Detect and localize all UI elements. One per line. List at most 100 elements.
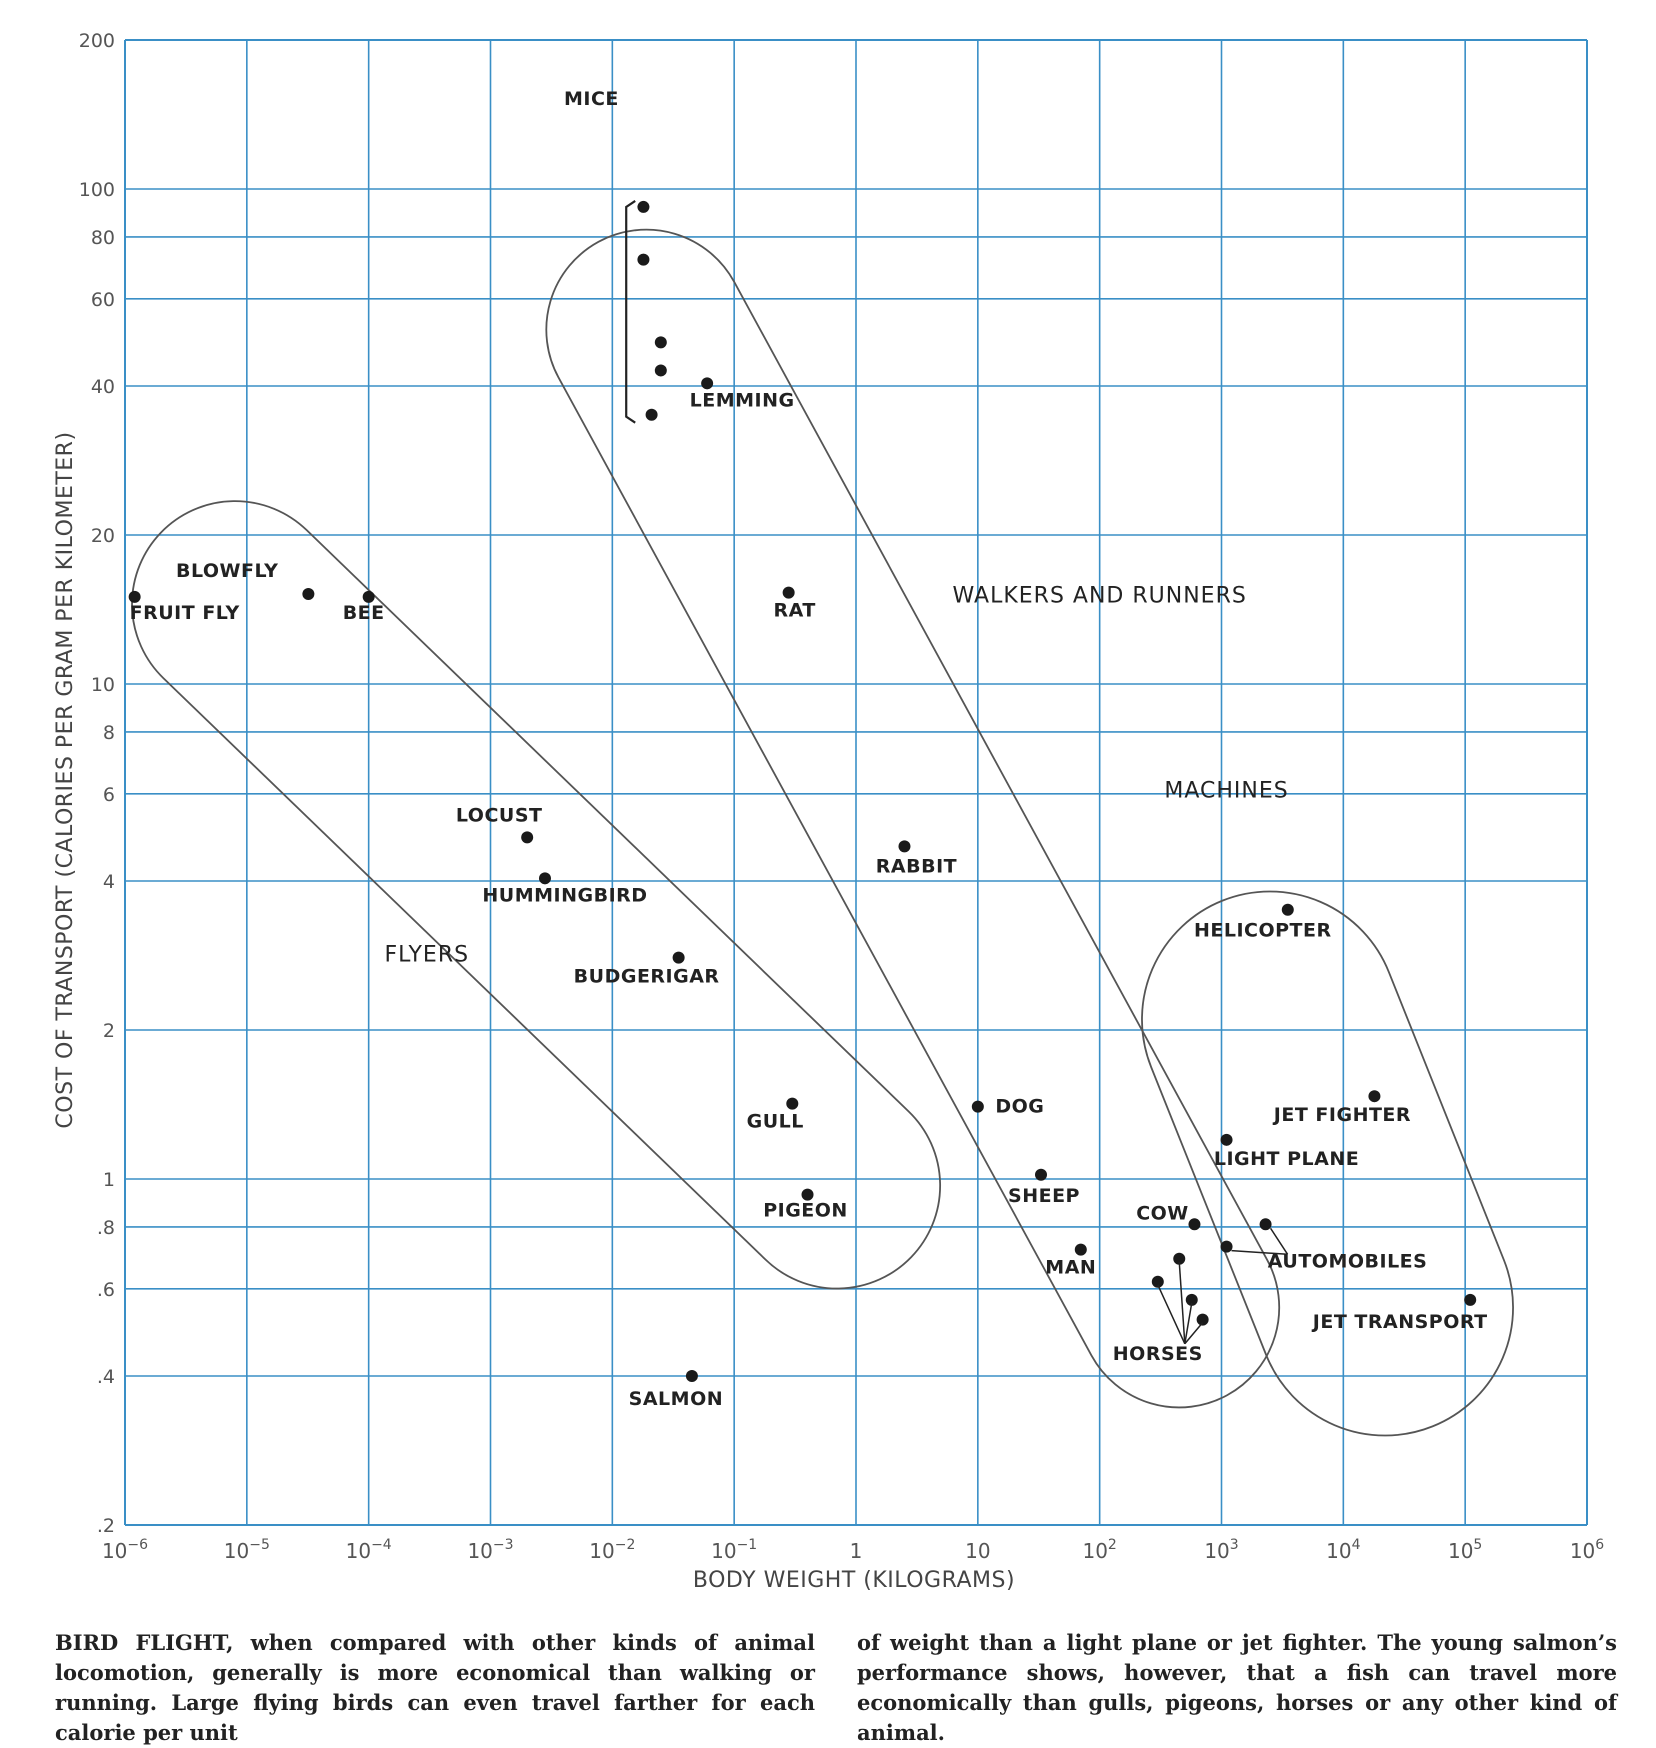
data-point xyxy=(637,200,650,213)
y-tick-label: 200 xyxy=(79,30,115,52)
data-point xyxy=(645,408,658,421)
point-label: FRUIT FLY xyxy=(130,602,240,624)
point-label: LEMMING xyxy=(690,389,795,411)
data-point xyxy=(362,590,375,603)
horses-leader xyxy=(1157,1284,1186,1345)
group-label: WALKERS AND RUNNERS xyxy=(953,584,1247,609)
y-tick-label: .2 xyxy=(97,1515,115,1537)
data-point xyxy=(1188,1218,1201,1231)
point-label: BUDGERIGAR xyxy=(574,966,720,988)
y-tick-label: 40 xyxy=(91,376,115,398)
group-label: FLYERS xyxy=(384,943,469,968)
x-tick-label: 102 xyxy=(1082,1537,1116,1563)
x-tick-label: 10−1 xyxy=(711,1537,757,1563)
point-label: HUMMINGBIRD xyxy=(482,884,647,906)
machines-outline xyxy=(1141,890,1514,1437)
data-point xyxy=(1035,1168,1048,1181)
data-point xyxy=(654,336,667,349)
data-point xyxy=(898,840,911,853)
data-point xyxy=(1259,1218,1272,1231)
x-tick-label: 10 xyxy=(965,1539,990,1563)
data-point xyxy=(782,586,795,599)
y-tick-label: 6 xyxy=(103,784,115,806)
data-point xyxy=(801,1188,814,1201)
data-point xyxy=(1281,903,1294,916)
x-tick-label: 103 xyxy=(1204,1537,1238,1563)
mice-bracket xyxy=(625,200,636,424)
x-tick-label: 1 xyxy=(850,1539,863,1563)
caption-right: of weight than a light plane or jet figh… xyxy=(857,1630,1617,1745)
point-label: LOCUST xyxy=(456,804,543,826)
y-tick-label: 60 xyxy=(91,289,115,311)
point-label: AUTOMOBILES xyxy=(1268,1250,1428,1272)
x-tick-label: 10−6 xyxy=(102,1537,148,1563)
y-tick-label: 2 xyxy=(103,1020,115,1042)
walkers-outline xyxy=(545,228,1281,1409)
data-point xyxy=(654,364,667,377)
data-point xyxy=(1196,1313,1209,1326)
data-point xyxy=(1173,1252,1186,1265)
data-point xyxy=(1464,1293,1477,1306)
point-label: COW xyxy=(1136,1202,1189,1224)
automobiles-leader xyxy=(1269,1227,1289,1255)
point-label: RABBIT xyxy=(876,855,957,877)
data-point xyxy=(1220,1133,1233,1146)
point-label: RAT xyxy=(773,600,815,622)
automobiles-leader xyxy=(1231,1249,1288,1256)
point-label: LIGHT PLANE xyxy=(1214,1148,1359,1170)
y-tick-label: .6 xyxy=(97,1279,115,1301)
point-label: GULL xyxy=(747,1111,804,1133)
point-labels: FRUIT FLY BLOWFLY BEE LOCUST HUMMINGBIRD BUDG… xyxy=(130,88,1488,1410)
x-tick-label: 104 xyxy=(1326,1537,1360,1563)
y-tick-label: .8 xyxy=(97,1217,115,1239)
point-label: MAN xyxy=(1045,1257,1096,1279)
data-point xyxy=(1074,1243,1087,1256)
data-point xyxy=(1220,1240,1233,1253)
data-point xyxy=(1151,1275,1164,1288)
point-label: JET FIGHTER xyxy=(1272,1104,1411,1126)
y-tick-label: 10 xyxy=(91,674,115,696)
y-tick-label: 1 xyxy=(103,1169,115,1191)
y-tick-label: .4 xyxy=(97,1366,115,1388)
y-tick-label: 100 xyxy=(79,179,115,201)
point-label: BLOWFLY xyxy=(176,560,278,582)
point-label: PIGEON xyxy=(763,1200,848,1222)
x-tick-label: 105 xyxy=(1448,1537,1482,1563)
data-point xyxy=(971,1100,984,1113)
data-point xyxy=(302,587,315,600)
data-point xyxy=(128,590,141,603)
y-tick-label: 80 xyxy=(91,227,115,249)
x-tick-label: 106 xyxy=(1570,1537,1604,1563)
x-tick-label: 10−3 xyxy=(467,1537,513,1563)
horses-leader xyxy=(1184,1302,1193,1344)
point-label: HORSES xyxy=(1113,1343,1203,1365)
y-tick-label: 8 xyxy=(103,722,115,744)
y-tick-label: 20 xyxy=(91,525,115,547)
data-point xyxy=(685,1369,698,1382)
y-axis-title: COST OF TRANSPORT (CALORIES PER GRAM PER… xyxy=(53,431,78,1128)
data-point xyxy=(637,253,650,266)
point-label: SALMON xyxy=(629,1388,723,1410)
point-label: HELICOPTER xyxy=(1194,920,1332,942)
data-points xyxy=(128,200,1477,1382)
grid xyxy=(124,39,1588,1526)
x-tick-label: 10−4 xyxy=(346,1537,392,1563)
flyers-outline xyxy=(131,500,942,1290)
data-point xyxy=(521,831,534,844)
caption-left: BIRD FLIGHT, when compared with other ki… xyxy=(55,1630,815,1745)
data-point xyxy=(1185,1293,1198,1306)
axis-ticks: 200 100 80 60 40 20 10 8 6 4 2 1 .8 .6 .4 .210−6 10−5 10−… xyxy=(79,30,1605,1563)
x-axis-title: BODY WEIGHT (KILOGRAMS) xyxy=(693,1568,1015,1593)
x-tick-label: 10−2 xyxy=(589,1537,635,1563)
bird-flight-chart: 200 100 80 60 40 20 10 8 6 4 2 1 .8 .6 .4 .210−6 10−5 10−… xyxy=(53,30,1605,1593)
group-outlines xyxy=(131,200,1514,1437)
point-label: MICE xyxy=(564,88,619,110)
point-label: JET TRANSPORT xyxy=(1311,1311,1488,1333)
data-point xyxy=(538,872,551,885)
data-point xyxy=(672,951,685,964)
point-label: SHEEP xyxy=(1008,1185,1080,1207)
y-tick-label: 4 xyxy=(103,871,115,893)
data-point xyxy=(786,1097,799,1110)
point-label: BEE xyxy=(343,602,385,624)
point-label: DOG xyxy=(995,1096,1044,1118)
